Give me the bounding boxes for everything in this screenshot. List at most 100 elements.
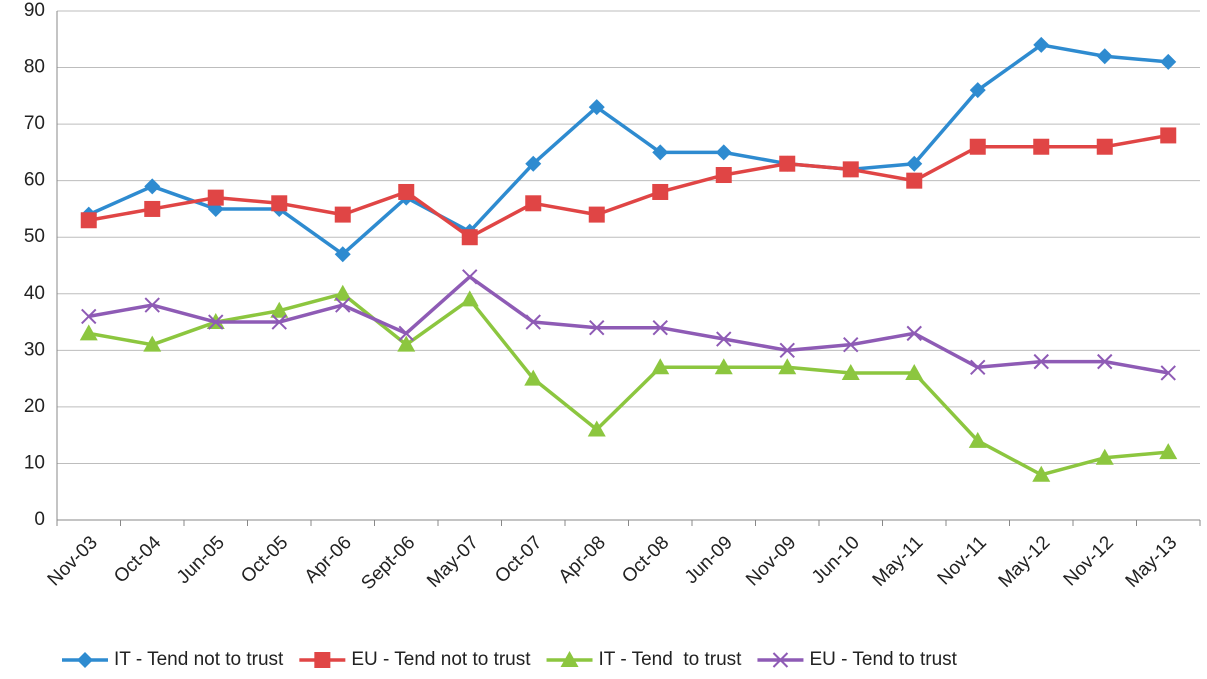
point-marker (715, 144, 732, 161)
x-tick-label: Apr-08 (555, 532, 610, 587)
point-marker (905, 363, 924, 380)
series-line (88, 275, 1169, 375)
legend-marker (772, 652, 789, 668)
point-marker (970, 359, 986, 376)
legend-marker (560, 651, 579, 667)
point-marker (778, 358, 797, 375)
point-marker (652, 320, 668, 336)
point-marker (1159, 443, 1178, 460)
point-marker (969, 82, 986, 99)
point-marker (589, 320, 605, 336)
point-marker (334, 246, 351, 263)
x-tick-label: Nov-11 (934, 532, 991, 589)
point-marker (81, 308, 97, 325)
legend-marker (314, 652, 331, 668)
point-marker (208, 314, 224, 330)
point-marker (588, 206, 605, 223)
y-tick-label: 80 (24, 57, 45, 78)
point-marker (525, 195, 542, 212)
point-marker (398, 183, 415, 200)
x-tick-label: Oct-07 (491, 532, 546, 587)
point-marker (460, 290, 479, 307)
x-tick-label: Nov-12 (1060, 532, 1118, 590)
point-marker (80, 212, 97, 229)
point-marker (1160, 53, 1177, 70)
y-tick-label: 0 (34, 509, 45, 530)
series-line (88, 133, 1169, 239)
y-tick-label: 20 (24, 396, 45, 417)
point-marker (714, 358, 733, 375)
point-marker (1095, 448, 1114, 465)
x-tick-label: Nov-03 (44, 532, 102, 590)
point-marker (461, 229, 478, 246)
legend-marker (77, 652, 93, 668)
point-marker (1160, 127, 1177, 144)
series-line (88, 292, 1169, 477)
x-tick-label: Jun-05 (173, 532, 229, 588)
x-tick-label: Oct-04 (110, 532, 165, 587)
x-tick-label: May-13 (1122, 532, 1182, 592)
point-marker (1033, 36, 1050, 53)
point-marker (906, 155, 923, 172)
point-marker (716, 331, 732, 347)
point-marker (842, 161, 859, 178)
point-marker (79, 324, 98, 341)
point-marker (397, 335, 416, 352)
point-marker (588, 99, 605, 116)
legend-label: EU - Tend not to trust (351, 649, 531, 670)
point-marker (1160, 365, 1176, 381)
y-tick-label: 30 (24, 339, 45, 360)
x-tick-label: Sept-06 (357, 532, 419, 594)
legend-label: IT - Tend not to trust (114, 649, 284, 670)
x-tick-label: Nov-09 (742, 532, 800, 590)
y-tick-label: 60 (24, 170, 45, 191)
y-tick-label: 70 (24, 113, 45, 134)
point-marker (1033, 353, 1049, 370)
point-marker (1032, 465, 1051, 482)
y-tick-label: 40 (24, 283, 45, 304)
point-marker (525, 314, 541, 330)
point-marker (398, 325, 414, 342)
x-tick-label: May-11 (869, 532, 928, 591)
point-marker (969, 138, 986, 155)
x-tick-label: Oct-05 (237, 532, 292, 587)
point-marker (144, 200, 161, 217)
point-marker (1097, 353, 1113, 370)
x-tick-label: Jun-10 (808, 532, 864, 588)
point-marker (1096, 48, 1113, 65)
point-marker (587, 420, 606, 437)
point-marker (207, 189, 224, 206)
point-marker (843, 336, 859, 353)
x-tick-label: May-12 (995, 532, 1055, 592)
point-marker (525, 155, 542, 172)
point-marker (779, 155, 796, 172)
point-marker (1033, 138, 1050, 155)
point-marker (779, 342, 795, 359)
series-line (88, 43, 1169, 256)
point-marker (906, 325, 922, 342)
point-marker (652, 144, 669, 161)
point-marker (841, 363, 860, 380)
point-marker (652, 183, 669, 200)
point-marker (144, 297, 160, 313)
point-marker (1096, 138, 1113, 155)
point-marker (715, 167, 732, 184)
point-marker (271, 314, 287, 330)
x-tick-label: Jun-09 (681, 532, 737, 588)
point-marker (333, 284, 352, 301)
point-marker (651, 358, 670, 375)
point-marker (144, 178, 161, 195)
point-marker (462, 269, 478, 285)
point-marker (143, 335, 162, 352)
x-tick-label: Apr-06 (301, 532, 356, 587)
point-marker (906, 172, 923, 189)
y-tick-label: 10 (24, 452, 45, 473)
y-tick-label: 90 (24, 0, 45, 21)
x-tick-label: May-07 (423, 532, 483, 592)
point-marker (335, 297, 351, 313)
legend-label: IT - Tend to trust (599, 649, 743, 670)
point-marker (968, 431, 987, 448)
point-marker (270, 301, 289, 318)
point-marker (334, 206, 351, 223)
